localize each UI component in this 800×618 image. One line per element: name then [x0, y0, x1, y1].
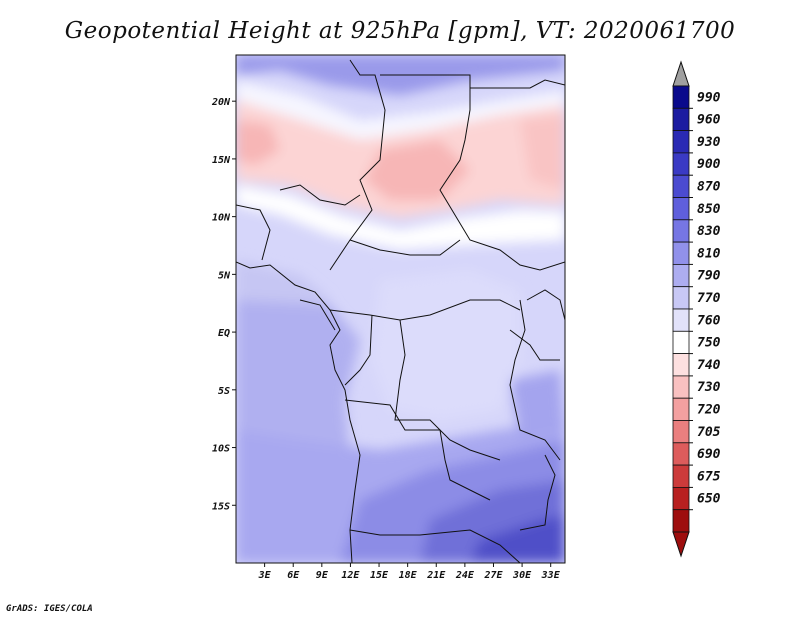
colorbar-level-label: 990 [697, 90, 721, 105]
lon-tick-label: 12E [341, 570, 360, 581]
colorbar-level-label: 675 [697, 469, 721, 484]
lon-tick-label: 3E [258, 570, 272, 581]
lat-tick-label: 10N [212, 213, 231, 224]
lat-tick-label: 15S [212, 501, 230, 512]
colorbar-arrow-bottom [672, 531, 690, 558]
colorbar-level-label: 690 [697, 447, 721, 462]
colorbar-level-label: 850 [697, 202, 721, 217]
height-field [236, 55, 565, 563]
colorbar-level-label: 750 [697, 336, 721, 351]
colorbar-level-label: 870 [697, 180, 721, 195]
colorbar-swatch [672, 464, 690, 488]
colorbar-swatch [672, 85, 690, 109]
colorbar-swatch [672, 107, 690, 132]
lat-tick-label: 5N [218, 270, 231, 281]
colorbar-swatch [672, 197, 690, 221]
lon-tick-label: 24E [455, 570, 475, 581]
colorbar-swatch [672, 375, 690, 399]
colorbar-swatch [672, 509, 690, 533]
colorbar-swatch [672, 263, 690, 288]
colorbar-swatch [672, 308, 690, 332]
colorbar-level-label: 730 [697, 380, 721, 395]
colorbar-level-label: 650 [697, 492, 721, 507]
lon-tick-label: 33E [541, 570, 561, 581]
colorbar-swatch [672, 130, 690, 154]
colorbar-level-label: 705 [697, 425, 721, 440]
colorbar-swatch [672, 330, 690, 354]
lon-tick-label: 27E [483, 570, 503, 581]
lat-tick-label: 10S [212, 444, 230, 455]
lat-tick-label: 20N [211, 97, 231, 108]
lat-tick-label: 5S [218, 386, 230, 397]
colorbar-swatch [672, 397, 690, 421]
colorbar-level-label: 830 [697, 224, 721, 239]
colorbar-swatch [672, 442, 690, 466]
colorbar-level-label: 790 [697, 269, 721, 284]
lon-tick-label: 15E [370, 570, 389, 581]
latitude-axis: 20N 15N 10N 5N EQ 5S 10S 15S [211, 97, 236, 512]
country-borders [236, 59, 565, 563]
lon-tick-label: 18E [399, 570, 418, 581]
colorbar-swatch [672, 174, 690, 198]
lon-tick-label: 30E [512, 570, 532, 581]
colorbar-swatch [672, 420, 690, 444]
lat-tick-label: 15N [212, 155, 231, 166]
colorbar-swatch [672, 353, 690, 377]
lat-tick-label: EQ [218, 328, 230, 339]
colorbar-level-label: 900 [697, 157, 721, 172]
colorbar-level-label: 720 [697, 403, 721, 418]
map-frame [235, 54, 566, 564]
colorbar-level-label: 930 [697, 135, 721, 150]
colorbar-arrow-top [672, 60, 690, 87]
lon-tick-label: 6E [287, 570, 300, 581]
colorbar-swatch [672, 152, 690, 176]
page-title: Geopotential Height at 925hPa [gpm], VT:… [64, 18, 736, 44]
colorbar-level-label: 810 [697, 246, 721, 261]
colorbar-swatch [672, 486, 690, 511]
colorbar-level-label: 770 [697, 291, 721, 306]
lon-tick-label: 21E [426, 570, 446, 581]
longitude-axis: 3E 6E 9E 12E 15E 18E 21E 24E 27E 30E 33E [258, 563, 561, 581]
colorbar-level-label: 760 [697, 313, 721, 328]
colorbar-swatch [672, 286, 690, 310]
colorbar-swatch [672, 241, 690, 265]
colorbar-swatch [672, 219, 690, 243]
footer-credit: GrADS: IGES/COLA [6, 604, 93, 614]
colorbar-level-label: 740 [697, 358, 721, 373]
colorbar-level-label: 960 [697, 113, 721, 128]
lon-tick-label: 9E [316, 570, 329, 581]
